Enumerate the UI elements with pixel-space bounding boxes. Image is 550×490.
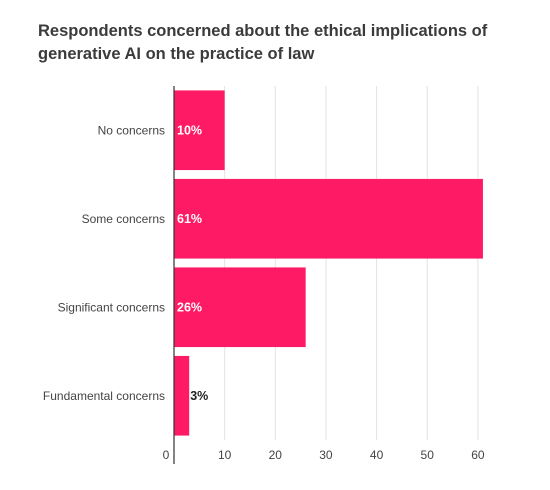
bars <box>174 90 483 436</box>
data-label: 3% <box>190 389 208 403</box>
x-tick-label: 0 <box>163 448 170 462</box>
data-label: 26% <box>177 300 202 314</box>
bar-0 <box>174 90 225 171</box>
x-tick-label: 50 <box>421 448 435 462</box>
category-label: Fundamental concerns <box>43 389 165 403</box>
category-label: Some concerns <box>82 212 165 226</box>
x-tick-label: 30 <box>319 448 333 462</box>
x-tick-label: 20 <box>269 448 283 462</box>
category-label: No concerns <box>98 123 165 137</box>
bar-1 <box>174 178 483 259</box>
chart-title: Respondents concerned about the ethical … <box>38 22 488 63</box>
x-tick-label: 10 <box>218 448 232 462</box>
labels: 0 10 20 30 40 50 60 No concerns 10% Some concerns… <box>43 123 485 462</box>
data-label: 10% <box>177 123 202 137</box>
grid-lines <box>224 86 479 440</box>
x-tick-label: 40 <box>370 448 384 462</box>
bar-2 <box>174 267 306 348</box>
x-tick-label: 60 <box>471 448 485 462</box>
data-label: 61% <box>177 212 202 226</box>
bar-3 <box>174 355 190 436</box>
category-label: Significant concerns <box>58 300 165 314</box>
